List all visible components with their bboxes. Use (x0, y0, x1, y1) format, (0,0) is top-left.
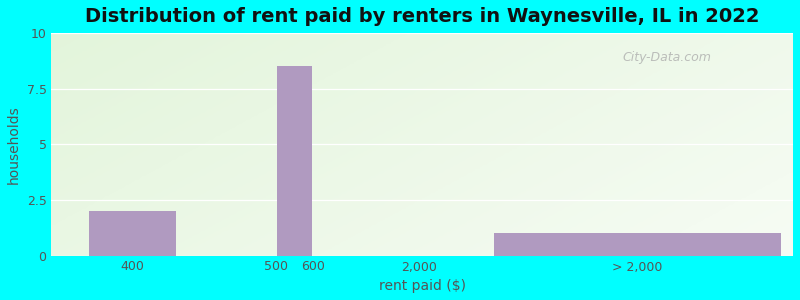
Title: Distribution of rent paid by renters in Waynesville, IL in 2022: Distribution of rent paid by renters in … (85, 7, 759, 26)
X-axis label: rent paid ($): rent paid ($) (378, 279, 466, 293)
Text: City-Data.com: City-Data.com (622, 51, 711, 64)
Bar (89, 211, 176, 256)
Y-axis label: households: households (7, 105, 21, 184)
Bar (494, 233, 781, 256)
Bar (277, 66, 312, 256)
